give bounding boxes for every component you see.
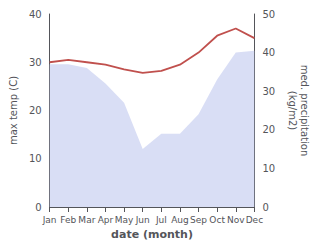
svg-text:max temp (C): max temp (C) (8, 76, 19, 145)
svg-text:(kg/m2): (kg/m2) (287, 91, 298, 131)
svg-text:Apr: Apr (98, 215, 114, 225)
svg-text:Sep: Sep (190, 215, 207, 225)
svg-text:40: 40 (262, 47, 275, 58)
svg-text:30: 30 (29, 57, 42, 68)
svg-text:0: 0 (262, 202, 268, 213)
svg-text:Aug: Aug (171, 215, 189, 225)
svg-text:10: 10 (262, 163, 275, 174)
svg-text:40: 40 (29, 9, 42, 20)
svg-text:20: 20 (29, 105, 42, 116)
svg-text:Jan: Jan (42, 215, 57, 225)
svg-text:50: 50 (262, 9, 275, 20)
svg-text:20: 20 (262, 124, 275, 135)
svg-text:May: May (115, 215, 134, 225)
svg-text:med. precipitation: med. precipitation (299, 65, 310, 157)
svg-text:Oct: Oct (209, 215, 225, 225)
svg-text:Feb: Feb (60, 215, 76, 225)
svg-text:Jul: Jul (155, 215, 167, 225)
svg-text:Dec: Dec (246, 215, 263, 225)
svg-text:0: 0 (35, 202, 41, 213)
svg-text:Nov: Nov (227, 215, 245, 225)
svg-text:Jun: Jun (135, 215, 150, 225)
svg-text:30: 30 (262, 86, 275, 97)
svg-text:Mar: Mar (78, 215, 95, 225)
svg-text:date (month): date (month) (111, 228, 193, 241)
svg-text:10: 10 (29, 153, 42, 164)
